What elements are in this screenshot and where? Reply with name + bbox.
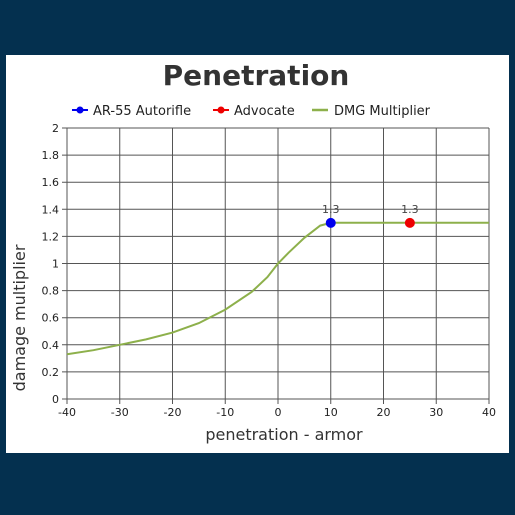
x-tick-label-7: 30 — [429, 406, 443, 419]
legend-marker-advocate — [217, 106, 225, 114]
data-point-advocate-0 — [404, 217, 415, 228]
legend-item-advocate[interactable]: Advocate — [213, 104, 295, 119]
legend-label-advocate: Advocate — [234, 104, 295, 119]
y-tick-label-2: 0.4 — [42, 339, 60, 352]
data-point-ar55-0 — [325, 217, 336, 228]
x-tick-label-0: -40 — [58, 406, 76, 419]
tick-labels: -40 -30 -20 -10 0 10 20 30 40 0 0.2 0.4 0.6 0.8 1 1.2 1.… — [42, 122, 497, 419]
y-tick-label-8: 1.6 — [42, 176, 60, 189]
x-tick-label-2: -20 — [164, 406, 182, 419]
penetration-chart: Penetration AR-55 Autorifle Advocate DMG… — [10, 59, 497, 444]
legend-marker-ar55 — [76, 106, 84, 114]
y-tick-label-9: 1.8 — [42, 149, 60, 162]
y-tick-label-7: 1.4 — [42, 203, 60, 216]
x-axis-label: penetration - armor — [205, 425, 363, 444]
legend-label-dmg-multiplier: DMG Multiplier — [334, 104, 431, 119]
x-tick-label-5: 10 — [324, 406, 338, 419]
x-tick-label-1: -30 — [111, 406, 129, 419]
x-tick-label-6: 20 — [377, 406, 391, 419]
chart-card: Penetration AR-55 Autorifle Advocate DMG… — [6, 55, 509, 453]
y-tick-label-6: 1.2 — [42, 230, 60, 243]
legend-item-ar55[interactable]: AR-55 Autorifle — [72, 104, 191, 119]
chart-legend: AR-55 Autorifle Advocate DMG Multiplier — [72, 104, 431, 119]
x-tick-label-3: -10 — [216, 406, 234, 419]
chart-title: Penetration — [163, 59, 350, 92]
point-markers: 1.3 1.3 — [322, 203, 419, 228]
y-tick-label-4: 0.8 — [42, 285, 60, 298]
y-axis-label: damage multiplier — [10, 244, 29, 391]
y-tick-label-5: 1 — [52, 258, 59, 271]
y-tick-label-3: 0.6 — [42, 312, 60, 325]
y-tick-label-0: 0 — [52, 393, 59, 406]
y-tick-label-1: 0.2 — [42, 366, 60, 379]
legend-label-ar55: AR-55 Autorifle — [93, 104, 191, 119]
x-tick-label-4: 0 — [275, 406, 282, 419]
data-label-advocate-0: 1.3 — [401, 203, 419, 216]
legend-item-dmg-multiplier[interactable]: DMG Multiplier — [312, 104, 431, 119]
data-label-ar55-0: 1.3 — [322, 203, 340, 216]
y-tick-label-10: 2 — [52, 122, 59, 135]
x-tick-label-8: 40 — [482, 406, 496, 419]
grid-lines — [62, 127, 490, 404]
